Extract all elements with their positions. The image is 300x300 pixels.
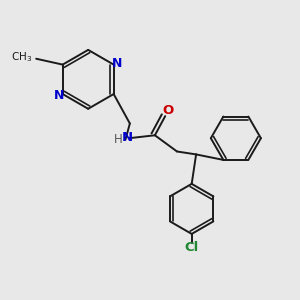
- Text: N: N: [122, 131, 133, 144]
- Text: H: H: [114, 133, 122, 146]
- Text: N: N: [112, 57, 122, 70]
- Text: CH$_3$: CH$_3$: [11, 50, 32, 64]
- Text: O: O: [163, 104, 174, 117]
- Text: N: N: [54, 89, 64, 102]
- Text: Cl: Cl: [184, 241, 199, 254]
